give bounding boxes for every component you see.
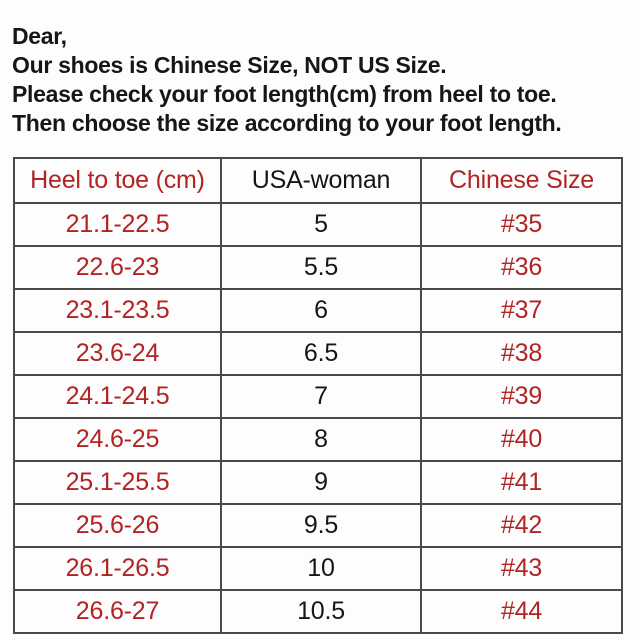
shoe-size-table: Heel to toe (cm) USA-woman Chinese Size …: [13, 157, 623, 634]
usa-size-cell: 8: [220, 417, 422, 462]
heel-range-cell: 26.1-26.5: [13, 546, 222, 591]
heel-range-cell: 25.6-26: [13, 503, 222, 548]
heel-range-cell: 24.1-24.5: [13, 374, 222, 419]
chinese-size-cell: #40: [420, 417, 623, 462]
chinese-size-cell: #41: [420, 460, 623, 505]
table-row: 24.6-25 8 #40: [13, 417, 623, 462]
chinese-size-cell: #36: [420, 245, 623, 290]
heel-range-cell: 23.1-23.5: [13, 288, 222, 333]
table-row: 25.6-26 9.5 #42: [13, 503, 623, 548]
heel-range-cell: 21.1-22.5: [13, 202, 222, 247]
table-row: 26.1-26.5 10 #43: [13, 546, 623, 591]
usa-size-cell: 5: [220, 202, 422, 247]
intro-line-choose-size: Then choose the size according to your f…: [12, 110, 562, 136]
chinese-size-cell: #44: [420, 589, 623, 634]
heel-range-cell: 26.6-27: [13, 589, 222, 634]
table-row: 26.6-27 10.5 #44: [13, 589, 623, 634]
table-row: 22.6-23 5.5 #36: [13, 245, 623, 290]
usa-size-cell: 7: [220, 374, 422, 419]
intro-line-check-foot-length: Please check your foot length(cm) from h…: [12, 81, 557, 107]
table-row: 23.6-24 6.5 #38: [13, 331, 623, 376]
heel-range-cell: 22.6-23: [13, 245, 222, 290]
intro-line-chinese-size-warning: Our shoes is Chinese Size, NOT US Size.: [12, 52, 447, 78]
col-header-heel-to-toe: Heel to toe (cm): [13, 157, 222, 204]
heel-range-cell: 23.6-24: [13, 331, 222, 376]
chinese-size-cell: #39: [420, 374, 623, 419]
chinese-size-cell: #35: [420, 202, 623, 247]
col-header-usa-woman: USA-woman: [220, 157, 422, 204]
usa-size-cell: 9.5: [220, 503, 422, 548]
usa-size-cell: 10.5: [220, 589, 422, 634]
col-header-chinese-size: Chinese Size: [420, 157, 623, 204]
table-row: 24.1-24.5 7 #39: [13, 374, 623, 419]
chinese-size-cell: #38: [420, 331, 623, 376]
heel-range-cell: 24.6-25: [13, 417, 222, 462]
chinese-size-cell: #37: [420, 288, 623, 333]
table-row: 23.1-23.5 6 #37: [13, 288, 623, 333]
table-header-row: Heel to toe (cm) USA-woman Chinese Size: [13, 157, 623, 204]
intro-notice: Dear, Our shoes is Chinese Size, NOT US …: [12, 22, 638, 138]
table-row: 25.1-25.5 9 #41: [13, 460, 623, 505]
usa-size-cell: 10: [220, 546, 422, 591]
usa-size-cell: 9: [220, 460, 422, 505]
chinese-size-cell: #42: [420, 503, 623, 548]
usa-size-cell: 6.5: [220, 331, 422, 376]
chinese-size-cell: #43: [420, 546, 623, 591]
table-row: 21.1-22.5 5 #35: [13, 202, 623, 247]
usa-size-cell: 5.5: [220, 245, 422, 290]
intro-line-greeting: Dear,: [12, 23, 67, 49]
heel-range-cell: 25.1-25.5: [13, 460, 222, 505]
usa-size-cell: 6: [220, 288, 422, 333]
